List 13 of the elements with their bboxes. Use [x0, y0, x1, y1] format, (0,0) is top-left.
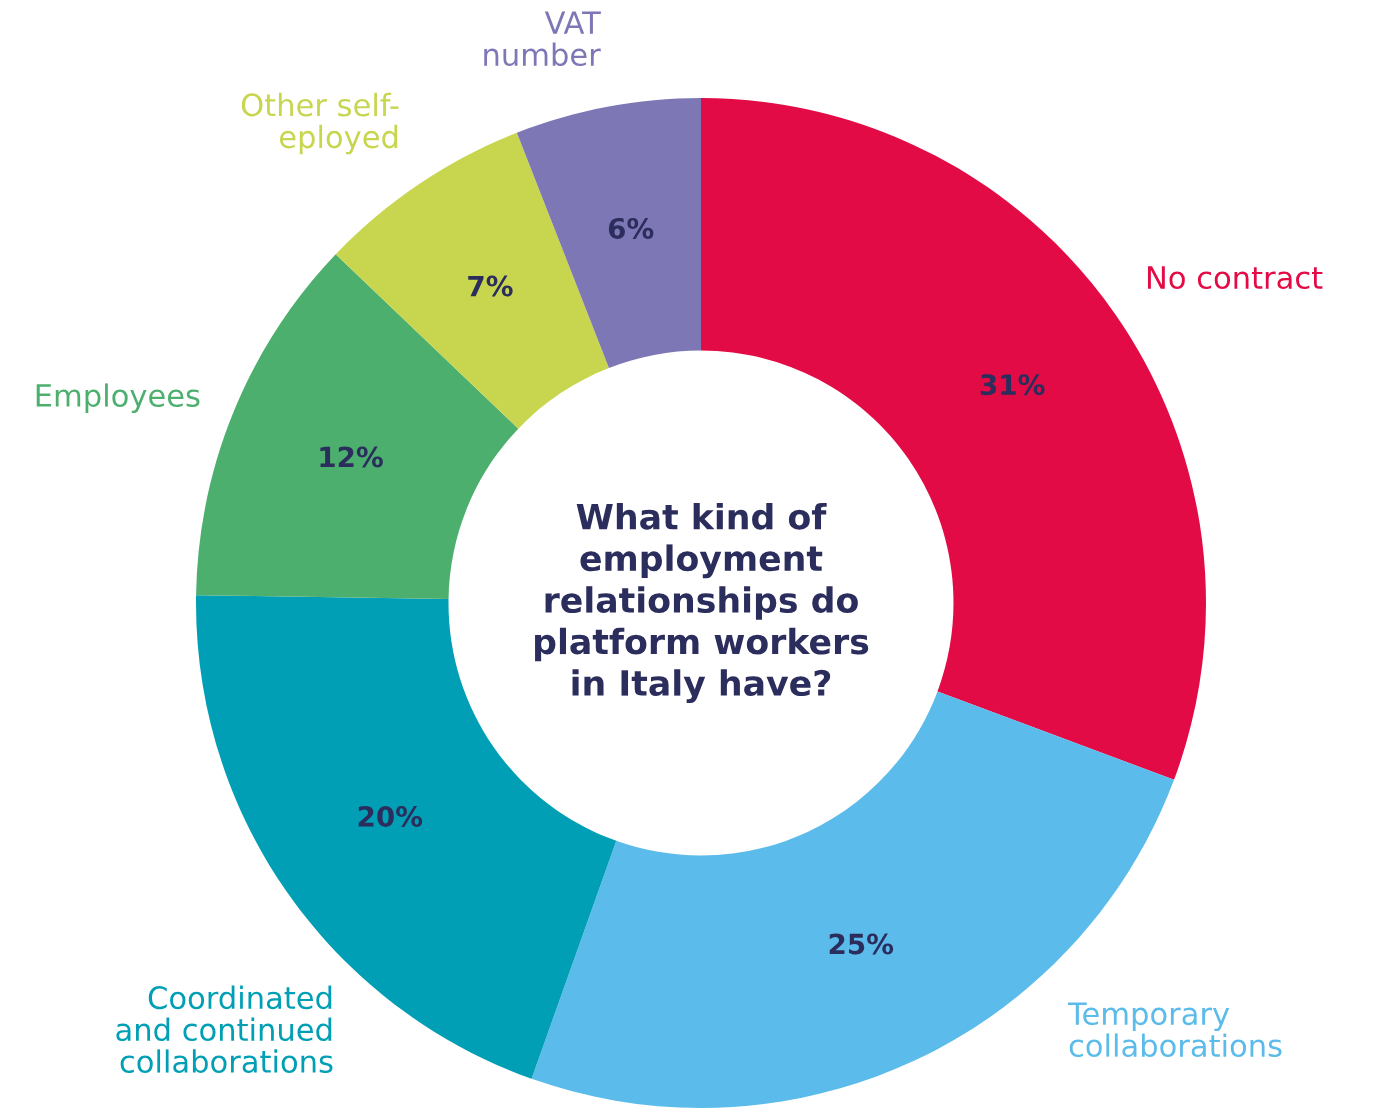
data-label: 7%: [468, 275, 513, 297]
slice-label: Temporary collaborations: [1067, 1002, 1282, 1058]
slice-label: Employees: [36, 383, 200, 413]
data-label: 31%: [980, 374, 1045, 396]
slice-label: Coordinated and continued collaborations: [116, 985, 333, 1074]
slice-label: VAT number: [484, 11, 601, 67]
data-label: 20%: [358, 805, 423, 827]
slice-label: No contract: [1147, 266, 1323, 290]
text: What kind of employment relationships do platform workers in Italy have?: [535, 502, 869, 704]
data-label: 25%: [829, 933, 894, 955]
data-label: 6%: [608, 217, 654, 239]
data-label: 12%: [320, 446, 383, 468]
slice-label: Other self- eployed: [241, 92, 399, 155]
